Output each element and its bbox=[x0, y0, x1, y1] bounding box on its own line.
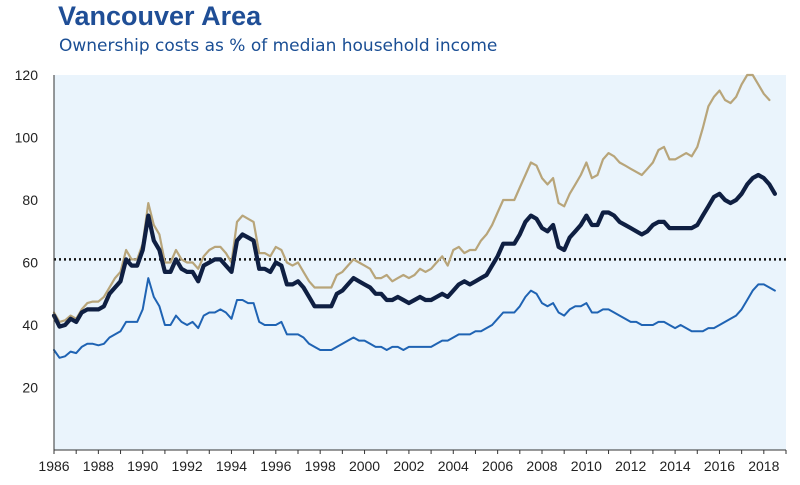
y-tick-label: 60 bbox=[22, 255, 38, 271]
x-tick-label: 1990 bbox=[127, 458, 158, 474]
x-tick-label: 1998 bbox=[305, 458, 336, 474]
x-tick-label: 2008 bbox=[526, 458, 557, 474]
x-tick-label: 2016 bbox=[704, 458, 735, 474]
x-tick-label: 1988 bbox=[83, 458, 114, 474]
x-tick-label: 2018 bbox=[748, 458, 779, 474]
x-tick-label: 1994 bbox=[216, 458, 247, 474]
x-tick-label: 2004 bbox=[438, 458, 469, 474]
y-tick-label: 80 bbox=[22, 192, 38, 208]
series-line-tan bbox=[52, 73, 771, 323]
x-tick-label: 1996 bbox=[260, 458, 291, 474]
x-tick-label: 1986 bbox=[38, 458, 69, 474]
series-line-navy bbox=[51, 172, 777, 329]
y-tick-label: 120 bbox=[15, 67, 39, 83]
x-tick-label: 2000 bbox=[349, 458, 380, 474]
series-line-blue bbox=[53, 277, 776, 359]
y-tick-label: 40 bbox=[22, 317, 38, 333]
x-tick-label: 2010 bbox=[571, 458, 602, 474]
x-tick-label: 1992 bbox=[172, 458, 203, 474]
x-tick-label: 2006 bbox=[482, 458, 513, 474]
chart-subtitle: Ownership costs as % of median household… bbox=[59, 36, 498, 56]
x-tick-label: 2014 bbox=[660, 458, 691, 474]
x-tick-label: 2002 bbox=[393, 458, 424, 474]
x-tick-label: 2012 bbox=[615, 458, 646, 474]
chart-title: Vancouver Area bbox=[58, 1, 262, 31]
y-tick-label: 20 bbox=[22, 380, 38, 396]
y-tick-label: 100 bbox=[15, 130, 39, 146]
